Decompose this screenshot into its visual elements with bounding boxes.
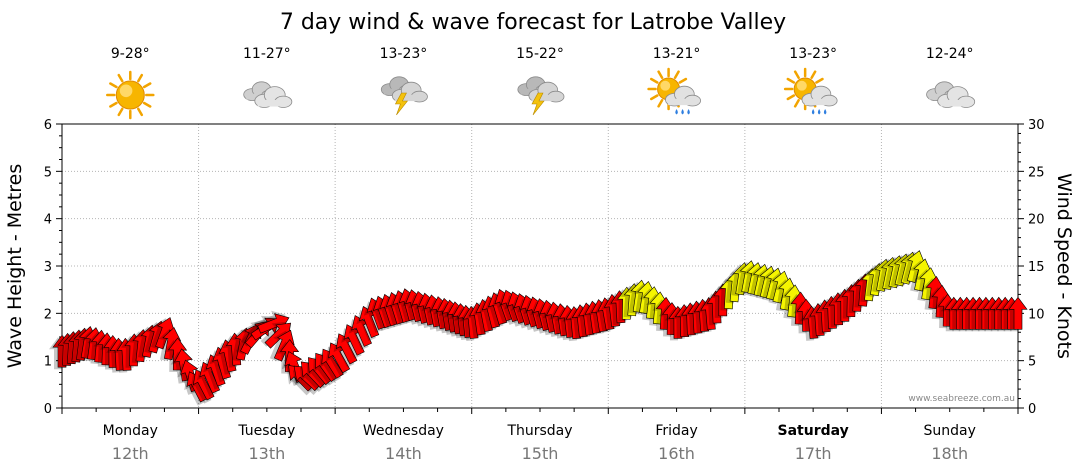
cloudy-icon: [926, 81, 976, 108]
wind-arrow: [151, 317, 175, 350]
right-tick-label: 20: [1028, 213, 1045, 228]
sun-shower-icon: [783, 67, 838, 115]
left-tick-label: 0: [44, 402, 52, 417]
left-tick-label: 5: [44, 165, 52, 180]
wind-arrow-body: [1008, 296, 1028, 330]
day-name-label: Friday: [655, 423, 697, 439]
cloudy-icon: [243, 81, 293, 108]
sun-shower-icon: [647, 67, 701, 115]
day-date-label: 17th: [795, 444, 832, 463]
left-tick-label: 2: [44, 307, 52, 322]
temperature-label: 13-23°: [789, 46, 837, 62]
thunderstorm-icon: [517, 76, 565, 116]
right-axis-ticks: 0 5 10 15 20 25 30: [1018, 118, 1045, 417]
left-tick-label: 1: [44, 355, 52, 370]
temperature-label: 12-24°: [926, 46, 974, 62]
chart-title: 7 day wind & wave forecast for Latrobe V…: [280, 10, 786, 35]
right-axis-label: Wind Speed - Knots: [1053, 173, 1075, 359]
day-name-label: Thursday: [506, 423, 572, 439]
day-date-label: 16th: [658, 444, 695, 463]
day-date-label: 14th: [385, 444, 422, 463]
thunderstorm-icon: [380, 76, 428, 116]
temperature-label: 9-28°: [111, 46, 150, 62]
day-date-label: 15th: [522, 444, 559, 463]
right-tick-label: 5: [1028, 355, 1036, 370]
wind-arrow: [921, 276, 945, 311]
sunny-icon: [106, 70, 155, 120]
right-tick-label: 0: [1028, 402, 1036, 417]
left-tick-label: 3: [44, 260, 52, 275]
wind-arrow: [1005, 296, 1028, 332]
wind-arrow-body: [167, 337, 188, 371]
x-axis-ticks: [61, 408, 1019, 414]
day-date-label: 12th: [112, 444, 149, 463]
temperature-label: 11-27°: [243, 46, 291, 62]
day-name-label: Monday: [103, 423, 158, 439]
wind-arrows: [49, 250, 1028, 406]
day-date-label: 18th: [931, 444, 968, 463]
wind-arrow: [269, 329, 295, 362]
day-labels: Monday 12th Tuesday 13th Wednesday 14th Thursd…: [103, 423, 976, 463]
wind-arrow: [928, 284, 951, 320]
left-axis-ticks: 0 1 2 3 4 5 6: [44, 118, 62, 417]
day-name-label: Saturday: [778, 423, 849, 439]
left-tick-label: 6: [44, 118, 52, 133]
day-name-label: Wednesday: [363, 423, 444, 439]
left-axis-label: Wave Height - Metres: [4, 164, 26, 368]
temperature-label: 13-21°: [653, 46, 701, 62]
right-tick-label: 15: [1028, 260, 1045, 275]
weather-icon-row: [106, 67, 976, 120]
credit-text: www.seabreeze.com.au: [908, 394, 1015, 404]
right-tick-label: 10: [1028, 307, 1045, 322]
day-date-label: 13th: [248, 444, 285, 463]
day-name-label: Sunday: [924, 423, 976, 439]
wind-arrow: [164, 337, 188, 372]
temperature-label: 13-23°: [380, 46, 428, 62]
temperature-label: 15-22°: [516, 46, 564, 62]
right-tick-label: 30: [1028, 118, 1045, 133]
wind-arrow: [870, 258, 894, 293]
left-tick-label: 4: [44, 213, 52, 228]
right-tick-label: 25: [1028, 165, 1045, 180]
day-name-label: Tuesday: [237, 423, 295, 439]
temperature-row: 9-28° 11-27° 13-23° 15-22° 13-21° 13-23° 12-24…: [111, 46, 974, 62]
wind-arrow: [915, 267, 939, 302]
